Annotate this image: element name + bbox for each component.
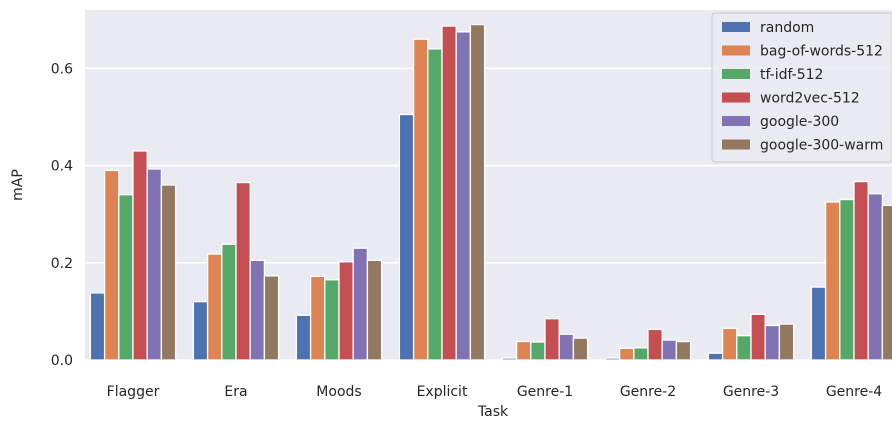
legend-label: google-300 xyxy=(760,114,839,130)
bar-google-300-Moods xyxy=(352,247,369,361)
legend-label: word2vec-512 xyxy=(760,91,860,107)
y-axis-label: mAP xyxy=(10,169,26,201)
bar-tf-idf-512-Moods xyxy=(324,279,340,361)
bar-random-Era xyxy=(192,301,209,361)
bar-word2vec-512-Genre-1 xyxy=(544,318,560,361)
bar-tf-idf-512-Genre-1 xyxy=(530,341,546,361)
legend-swatch-google-300 xyxy=(722,116,750,126)
bar-google-300-warm-Era xyxy=(263,275,280,361)
bar-tf-idf-512-Genre-3 xyxy=(736,335,752,361)
legend-swatch-tf-idf-512 xyxy=(722,69,750,79)
bar-bag-of-words-512-Explicit xyxy=(412,38,429,361)
legend-swatch-word2vec-512 xyxy=(722,92,750,103)
x-tick-label: Explicit xyxy=(417,384,468,400)
bar-tf-idf-512-Genre-4 xyxy=(839,198,855,361)
y-tick-label: 0.0 xyxy=(51,353,73,369)
bar-google-300-warm-Genre-2 xyxy=(675,340,692,361)
bar-google-300-Flagger xyxy=(146,168,163,361)
bar-word2vec-512-Flagger xyxy=(132,150,148,361)
legend-label: tf-idf-512 xyxy=(760,67,823,83)
legend-box xyxy=(711,12,892,163)
bar-word2vec-512-Moods xyxy=(338,261,354,361)
legend-swatch-random xyxy=(722,22,750,32)
x-tick-label: Moods xyxy=(316,384,361,400)
bar-google-300-Explicit xyxy=(455,31,472,361)
bar-tf-idf-512-Explicit xyxy=(427,48,443,361)
bar-random-Flagger xyxy=(89,292,106,361)
bar-google-300-Genre-1 xyxy=(558,333,575,361)
x-tick-label: Genre-3 xyxy=(723,384,779,400)
bars-group xyxy=(89,23,892,361)
x-tick-label: Genre-4 xyxy=(826,384,882,400)
x-axis-label: Task xyxy=(477,404,509,420)
bar-tf-idf-512-Genre-2 xyxy=(633,347,649,361)
x-tick-labels: Flagger Era Moods Explicit Genre-1 Genre-2 Gen… xyxy=(107,384,883,400)
y-tick-label: 0.4 xyxy=(51,159,73,175)
legend-label: random xyxy=(760,20,814,36)
bar-google-300-warm-Genre-4 xyxy=(881,204,892,361)
legend-swatch-bag-of-words-512 xyxy=(722,45,750,56)
bar-bag-of-words-512-Genre-2 xyxy=(618,347,635,361)
bar-google-300-warm-Genre-1 xyxy=(572,337,589,361)
x-tick-label: Genre-2 xyxy=(620,384,676,400)
bar-google-300-Genre-3 xyxy=(764,324,781,361)
bar-random-Genre-4 xyxy=(810,286,827,361)
bar-google-300-warm-Explicit xyxy=(469,23,486,361)
bar-google-300-Genre-2 xyxy=(661,339,678,361)
bar-random-Explicit xyxy=(398,113,415,361)
legend: random bag-of-words-512 tf-idf-512 word2vec… xyxy=(711,12,892,163)
bar-google-300-Era xyxy=(249,259,266,361)
bar-bag-of-words-512-Genre-4 xyxy=(824,201,841,361)
bar-random-Genre-2 xyxy=(604,357,621,361)
bar-tf-idf-512-Flagger xyxy=(118,194,134,361)
bar-google-300-warm-Flagger xyxy=(160,184,177,361)
x-tick-label: Era xyxy=(224,384,247,400)
bar-random-Moods xyxy=(295,314,312,361)
bar-bag-of-words-512-Era xyxy=(206,253,223,361)
y-tick-labels: 0.0 0.2 0.4 0.6 xyxy=(51,61,73,369)
x-tick-label: Genre-1 xyxy=(517,384,573,400)
bar-random-Genre-1 xyxy=(501,357,518,361)
bar-word2vec-512-Genre-2 xyxy=(647,328,663,361)
bar-bag-of-words-512-Moods xyxy=(309,275,326,361)
y-tick-label: 0.2 xyxy=(51,256,73,272)
x-tick-label: Flagger xyxy=(107,384,160,400)
bar-random-Genre-3 xyxy=(707,352,724,361)
legend-swatch-google-300-warm xyxy=(722,139,750,150)
bar-google-300-warm-Moods xyxy=(366,259,383,361)
bar-word2vec-512-Explicit xyxy=(441,25,457,361)
y-tick-label: 0.6 xyxy=(51,61,73,77)
bar-google-300-Genre-4 xyxy=(867,193,884,361)
bar-bag-of-words-512-Genre-1 xyxy=(515,340,532,361)
legend-label: google-300-warm xyxy=(760,138,883,154)
bar-word2vec-512-Genre-4 xyxy=(853,180,869,361)
bar-word2vec-512-Genre-3 xyxy=(750,313,766,361)
bar-tf-idf-512-Era xyxy=(221,243,237,361)
bar-word2vec-512-Era xyxy=(235,181,251,361)
bar-bag-of-words-512-Genre-3 xyxy=(721,327,738,361)
bar-bag-of-words-512-Flagger xyxy=(103,169,120,361)
legend-label: bag-of-words-512 xyxy=(760,44,883,60)
bar-google-300-warm-Genre-3 xyxy=(778,323,795,361)
